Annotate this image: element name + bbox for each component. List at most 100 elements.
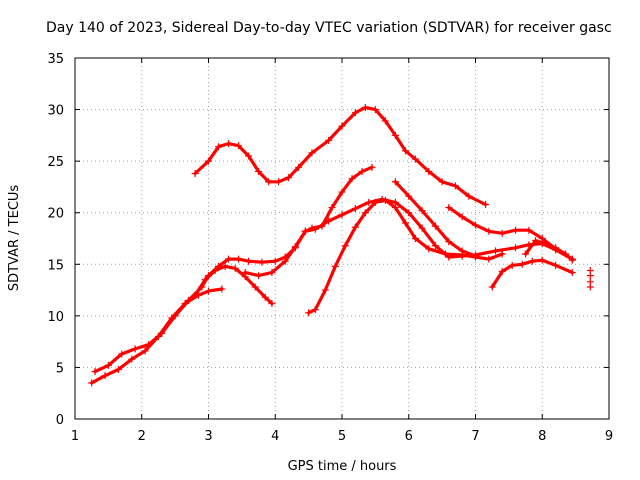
data-point [498, 229, 506, 237]
data-point [211, 266, 219, 274]
data-point [275, 178, 283, 186]
data-point [418, 207, 426, 215]
data-point [365, 198, 373, 206]
x-tick-label: 1 [71, 429, 79, 444]
data-point [231, 264, 239, 272]
data-point [451, 182, 459, 190]
data-point [268, 269, 276, 277]
data-point [128, 355, 136, 363]
data-point [381, 117, 389, 125]
data-point [251, 283, 259, 291]
data-point [351, 109, 359, 117]
data-point [258, 258, 266, 266]
data-point [181, 299, 189, 307]
data-point [201, 276, 209, 284]
data-point [542, 240, 550, 248]
x-axis-label: GPS time / hours [288, 459, 397, 474]
data-point [338, 122, 346, 130]
data-point [411, 155, 419, 163]
data-point [492, 247, 500, 255]
data-point [191, 170, 199, 178]
data-point [358, 167, 366, 175]
data-point [215, 143, 223, 151]
data-point [91, 368, 99, 376]
data-point [265, 178, 273, 186]
data-point [321, 286, 329, 294]
satellite-trace-10-line [523, 239, 574, 262]
data-point [441, 250, 449, 258]
data-point [341, 242, 349, 250]
data-point [391, 204, 399, 212]
satellite-trace-1 [191, 104, 490, 208]
data-point [351, 205, 359, 213]
data-point [271, 257, 279, 265]
data-point [512, 244, 520, 252]
data-point [431, 242, 439, 250]
satellite-trace-10 [522, 237, 576, 264]
data-point [512, 226, 520, 234]
data-point [445, 204, 453, 212]
x-tick-label: 7 [471, 429, 479, 444]
data-point [405, 192, 413, 200]
data-point [101, 372, 109, 380]
y-tick-label: 0 [56, 413, 64, 428]
data-point [391, 178, 399, 186]
data-point [405, 209, 413, 217]
data-point [368, 163, 376, 171]
data-point [361, 209, 369, 217]
data-point [508, 261, 516, 269]
data-point [281, 257, 289, 265]
data-point [568, 256, 576, 264]
axes-ticks: 1 2 3 4 5 6 7 8 9 0 5 10 15 20 25 30 35 [47, 52, 613, 444]
data-point [371, 198, 379, 206]
data-point [532, 237, 540, 245]
data-point [538, 256, 546, 264]
data-point [118, 350, 126, 358]
y-tick-label: 30 [47, 104, 64, 119]
y-tick-label: 10 [47, 310, 64, 325]
x-tick-label: 4 [271, 429, 279, 444]
x-tick-label: 2 [138, 429, 146, 444]
data-point [261, 293, 269, 301]
data-point [498, 250, 506, 258]
data-point [141, 347, 149, 355]
data-point [411, 235, 419, 242]
data-point [525, 226, 533, 234]
data-point [401, 219, 409, 227]
data-point [268, 299, 276, 307]
data-point [586, 266, 594, 274]
data-point [488, 283, 496, 291]
data-point [351, 223, 359, 231]
data-point [371, 106, 379, 114]
grid-lines [75, 58, 609, 419]
data-point [295, 163, 303, 171]
data-point [308, 149, 316, 157]
data-point [331, 262, 339, 270]
data-point [438, 178, 446, 186]
data-point [191, 291, 199, 299]
data-point [225, 255, 233, 263]
data-point [472, 252, 479, 260]
data-point [528, 257, 536, 265]
data-point [401, 147, 409, 155]
data-point [205, 287, 212, 295]
data-point [235, 255, 243, 263]
satellite-trace-9-line [490, 258, 574, 289]
data-point [291, 243, 299, 251]
data-point [104, 361, 112, 369]
satellite-trace-9 [488, 256, 576, 291]
y-tick-label: 15 [47, 258, 64, 273]
data-point [552, 244, 560, 252]
y-axis-label: SDTVAR / TECUs [7, 185, 22, 292]
data-point [241, 269, 249, 277]
data-point [538, 235, 546, 242]
data-point [348, 175, 356, 183]
data-point [418, 224, 426, 232]
satellite-trace-4-line [193, 264, 274, 306]
data-point [311, 306, 319, 314]
data-point [328, 204, 336, 212]
data-point [221, 262, 229, 270]
data-point [205, 157, 212, 165]
data-point [168, 314, 176, 322]
